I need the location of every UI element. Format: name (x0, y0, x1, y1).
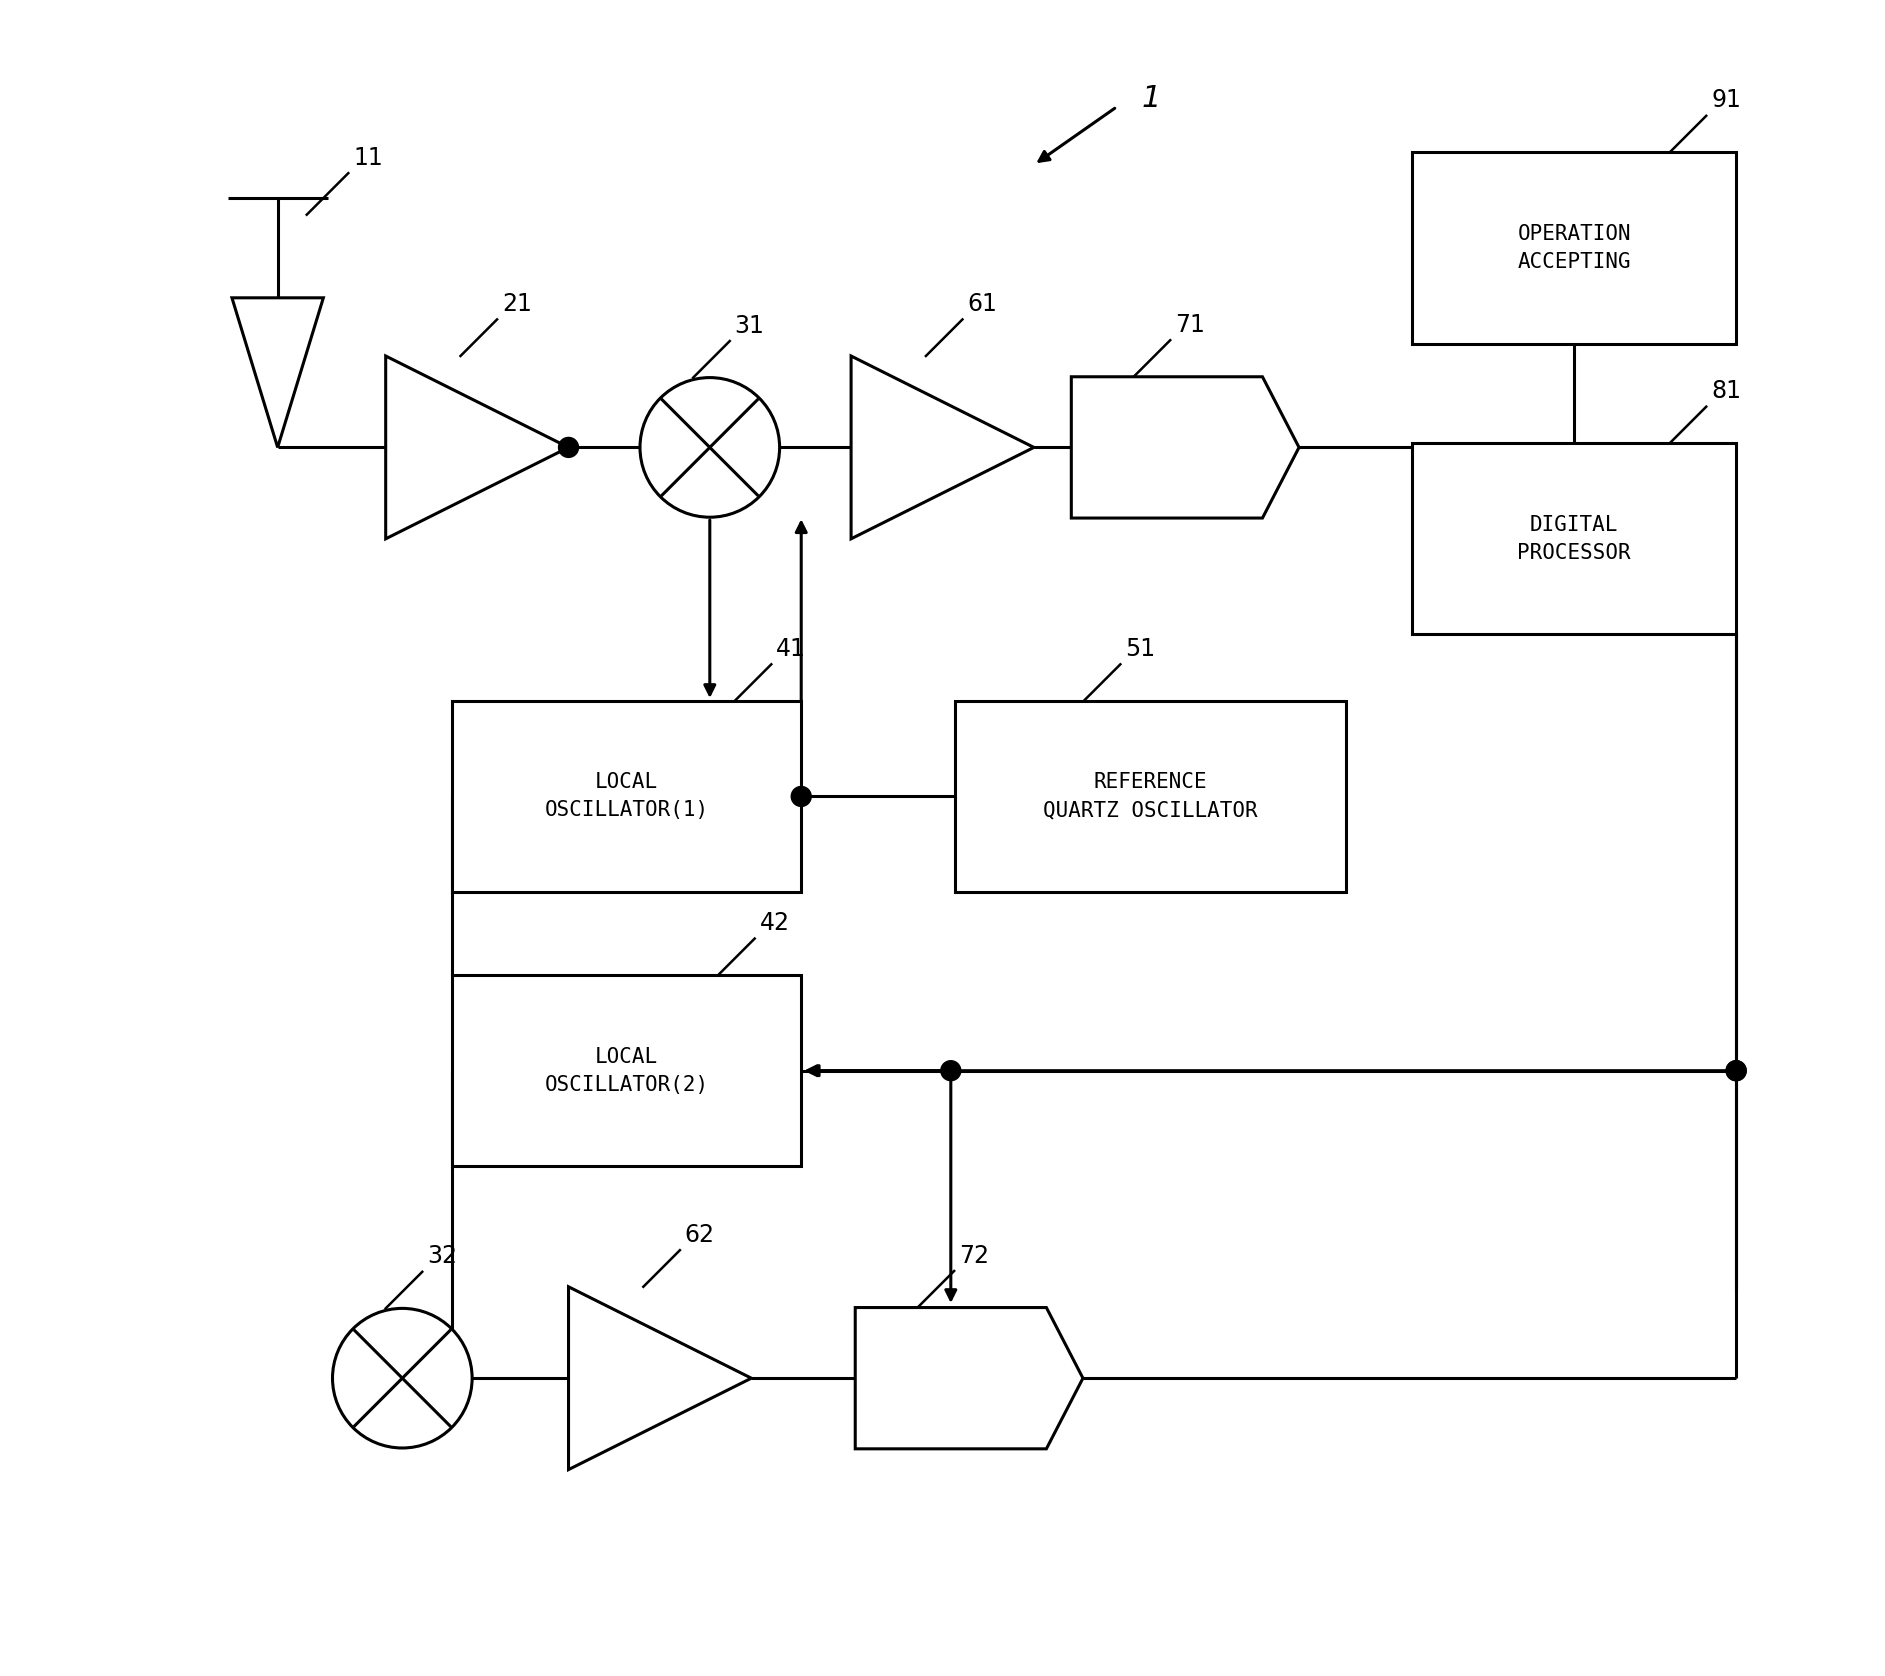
Bar (956, 701, 1346, 892)
Polygon shape (232, 298, 324, 447)
Circle shape (792, 786, 811, 806)
Text: 32: 32 (428, 1245, 458, 1269)
Text: 61: 61 (967, 292, 997, 317)
Text: 91: 91 (1712, 89, 1742, 112)
Circle shape (941, 1061, 961, 1081)
Circle shape (1727, 1061, 1746, 1081)
Text: 21: 21 (501, 292, 532, 317)
Bar (452, 975, 801, 1166)
Text: 72: 72 (959, 1244, 990, 1267)
Polygon shape (1071, 377, 1299, 518)
Text: DIGITAL
PROCESSOR: DIGITAL PROCESSOR (1517, 515, 1631, 563)
Text: 42: 42 (760, 912, 790, 935)
Text: 71: 71 (1174, 313, 1205, 337)
Text: 11: 11 (352, 146, 383, 169)
Bar (1412, 153, 1736, 344)
Text: OPERATION
ACCEPTING: OPERATION ACCEPTING (1517, 225, 1631, 272)
Text: 81: 81 (1712, 379, 1742, 404)
Circle shape (558, 437, 579, 458)
Polygon shape (856, 1307, 1084, 1448)
Bar (452, 701, 801, 892)
Text: LOCAL
OSCILLATOR(1): LOCAL OSCILLATOR(1) (545, 773, 709, 821)
Circle shape (332, 1309, 471, 1448)
Circle shape (641, 377, 780, 518)
Polygon shape (386, 355, 569, 538)
Bar (1412, 442, 1736, 635)
Polygon shape (569, 1287, 752, 1470)
Text: REFERENCE
QUARTZ OSCILLATOR: REFERENCE QUARTZ OSCILLATOR (1042, 773, 1257, 821)
Text: 51: 51 (1125, 637, 1156, 660)
Polygon shape (852, 355, 1033, 538)
Text: 31: 31 (735, 313, 765, 337)
Circle shape (1727, 1061, 1746, 1081)
Text: 1: 1 (1142, 84, 1161, 112)
Text: LOCAL
OSCILLATOR(2): LOCAL OSCILLATOR(2) (545, 1048, 709, 1094)
Text: 41: 41 (777, 637, 807, 660)
Text: 62: 62 (684, 1223, 714, 1247)
